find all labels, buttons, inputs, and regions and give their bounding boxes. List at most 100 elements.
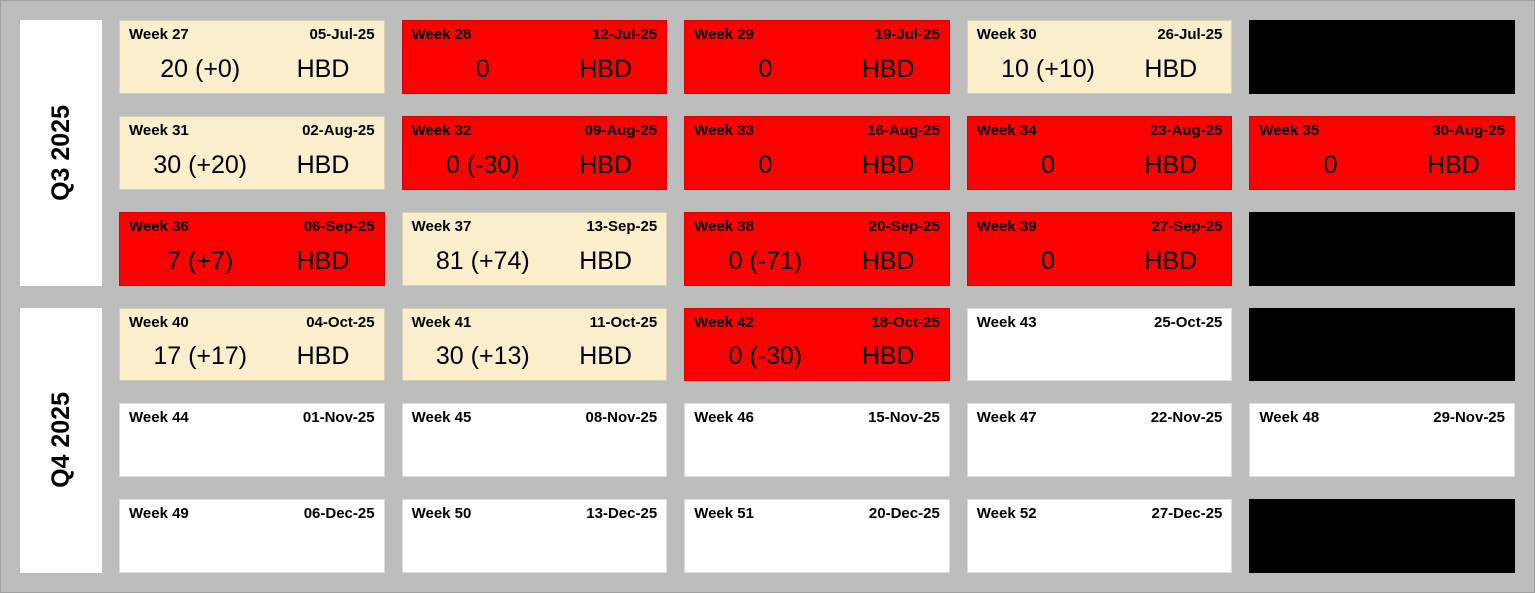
hbd-tag: HBD bbox=[1144, 54, 1198, 83]
week-date: 19-Jul-25 bbox=[874, 26, 940, 43]
week-cell[interactable]: Week 43 25-Oct-25 bbox=[966, 307, 1233, 382]
quarter-label: Q3 2025 bbox=[46, 104, 75, 201]
week-cell[interactable]: Week 51 20-Dec-25 bbox=[684, 499, 950, 573]
week-label: Week 45 bbox=[411, 409, 472, 427]
week-cell-header: Week 28 12-Jul-25 bbox=[412, 26, 658, 44]
week-date: 13-Sep-25 bbox=[586, 217, 658, 235]
hbd-tag: HBD bbox=[579, 150, 632, 179]
week-date: 22-Nov-25 bbox=[1150, 409, 1223, 427]
week-cell[interactable]: Week 49 06-Dec-25 bbox=[119, 499, 385, 573]
week-value: 0 bbox=[758, 54, 773, 83]
week-cell[interactable]: Week 30 26-Jul-25 10 (+10) HBD bbox=[966, 20, 1233, 94]
week-label: Week 47 bbox=[976, 409, 1037, 427]
week-cell[interactable]: Week 45 08-Nov-25 bbox=[401, 403, 668, 478]
week-label: Week 46 bbox=[694, 409, 754, 427]
hbd-tag: HBD bbox=[579, 342, 632, 371]
week-cell[interactable]: Week 46 15-Nov-25 bbox=[684, 403, 950, 478]
hbd-tag: HBD bbox=[861, 246, 915, 275]
week-cell-body bbox=[412, 561, 658, 564]
week-cell[interactable]: Week 37 13-Sep-25 81 (+74) HBD bbox=[401, 211, 668, 286]
hbd-tag: HBD bbox=[296, 54, 350, 83]
week-cell-header: Week 45 08-Nov-25 bbox=[412, 409, 658, 427]
week-date: 04-Oct-25 bbox=[306, 313, 375, 331]
week-cell[interactable]: Week 47 22-Nov-25 bbox=[966, 403, 1233, 478]
week-cell[interactable]: Week 32 09-Aug-25 0 (-30) HBD bbox=[401, 115, 668, 190]
week-cell-header: Week 48 29-Nov-25 bbox=[1259, 409, 1505, 427]
week-cell-header: Week 34 23-Aug-25 bbox=[977, 122, 1223, 140]
week-value: 17 (+17) bbox=[153, 342, 248, 371]
week-label: Week 34 bbox=[976, 121, 1037, 139]
week-label: Week 48 bbox=[1259, 409, 1320, 427]
blackout-cell bbox=[1249, 499, 1515, 573]
week-label: Week 31 bbox=[129, 121, 189, 139]
week-cell[interactable]: Week 39 27-Sep-25 0 HBD bbox=[966, 211, 1233, 286]
week-value: 0 (-30) bbox=[728, 342, 803, 371]
week-value: 0 (-71) bbox=[728, 246, 803, 275]
week-cell-body: 0 (-71) HBD bbox=[694, 246, 940, 277]
hbd-tag: HBD bbox=[296, 150, 350, 179]
week-cell-header: Week 47 22-Nov-25 bbox=[977, 409, 1223, 427]
week-cell-header: Week 36 06-Sep-25 bbox=[129, 218, 375, 236]
week-cell[interactable]: Week 28 12-Jul-25 0 HBD bbox=[401, 20, 668, 94]
week-cell[interactable]: Week 36 06-Sep-25 7 (+7) HBD bbox=[119, 211, 385, 286]
week-cell-header: Week 33 16-Aug-25 bbox=[694, 122, 940, 140]
week-cell-body bbox=[129, 465, 375, 468]
week-value: 30 (+20) bbox=[153, 150, 248, 179]
week-date: 12-Jul-25 bbox=[592, 26, 658, 43]
week-date: 01-Nov-25 bbox=[302, 409, 375, 427]
week-cell-header: Week 52 27-Dec-25 bbox=[977, 505, 1223, 523]
week-cell-body: 0 (-30) HBD bbox=[694, 344, 940, 372]
hbd-tag: HBD bbox=[296, 342, 350, 371]
week-date: 18-Oct-25 bbox=[871, 313, 940, 331]
week-cell[interactable]: Week 29 19-Jul-25 0 HBD bbox=[684, 20, 950, 94]
week-cell[interactable]: Week 31 02-Aug-25 30 (+20) HBD bbox=[119, 115, 385, 190]
week-cell-body: 30 (+20) HBD bbox=[129, 150, 375, 181]
week-label: Week 52 bbox=[976, 505, 1037, 523]
week-cell-body: 81 (+74) HBD bbox=[412, 246, 658, 277]
week-cell-body bbox=[977, 561, 1223, 564]
week-date: 05-Jul-25 bbox=[309, 26, 375, 43]
week-label: Week 50 bbox=[411, 505, 472, 523]
hbd-tag: HBD bbox=[1144, 150, 1198, 179]
week-label: Week 36 bbox=[129, 217, 189, 235]
week-cell-header: Week 50 13-Dec-25 bbox=[412, 505, 658, 523]
week-cell[interactable]: Week 27 05-Jul-25 20 (+0) HBD bbox=[119, 20, 385, 94]
week-date: 02-Aug-25 bbox=[302, 121, 375, 139]
week-date: 08-Nov-25 bbox=[585, 409, 658, 427]
week-label: Week 30 bbox=[976, 26, 1037, 43]
hbd-tag: HBD bbox=[1427, 150, 1480, 179]
week-cell[interactable]: Week 34 23-Aug-25 0 HBD bbox=[966, 115, 1233, 190]
week-cell[interactable]: Week 48 29-Nov-25 bbox=[1249, 403, 1515, 478]
hbd-tag: HBD bbox=[579, 246, 632, 275]
week-cell-header: Week 49 06-Dec-25 bbox=[129, 505, 375, 523]
week-label: Week 44 bbox=[129, 409, 189, 427]
week-value: 7 (+7) bbox=[167, 246, 234, 275]
week-label: Week 40 bbox=[129, 313, 189, 331]
week-cell-header: Week 46 15-Nov-25 bbox=[694, 409, 940, 427]
week-date: 20-Sep-25 bbox=[868, 217, 940, 235]
week-cell[interactable]: Week 41 11-Oct-25 30 (+13) HBD bbox=[401, 307, 668, 382]
week-cell-body: 0 HBD bbox=[412, 56, 658, 85]
week-value: 81 (+74) bbox=[435, 246, 530, 275]
week-date: 16-Aug-25 bbox=[867, 121, 940, 139]
week-label: Week 33 bbox=[694, 121, 754, 139]
week-cell-header: Week 30 26-Jul-25 bbox=[977, 26, 1223, 44]
hbd-tag: HBD bbox=[861, 150, 915, 179]
quarter-cell-q3[interactable]: Q3 2025 bbox=[20, 20, 102, 286]
week-cell[interactable]: Week 38 20-Sep-25 0 (-71) HBD bbox=[684, 211, 950, 286]
week-date: 09-Aug-25 bbox=[584, 121, 658, 139]
week-label: Week 35 bbox=[1259, 121, 1320, 139]
week-label: Week 49 bbox=[129, 505, 189, 523]
week-cell[interactable]: Week 33 16-Aug-25 0 HBD bbox=[684, 115, 950, 190]
week-label: Week 32 bbox=[411, 121, 472, 139]
week-cell[interactable]: Week 42 18-Oct-25 0 (-30) HBD bbox=[684, 307, 950, 382]
week-cell-body: 0 HBD bbox=[694, 54, 940, 85]
week-cell-header: Week 42 18-Oct-25 bbox=[694, 314, 940, 332]
quarter-cell-q4[interactable]: Q4 2025 bbox=[20, 307, 102, 573]
week-cell[interactable]: Week 50 13-Dec-25 bbox=[401, 499, 668, 573]
week-cell[interactable]: Week 35 30-Aug-25 0 HBD bbox=[1249, 115, 1515, 190]
week-cell[interactable]: Week 52 27-Dec-25 bbox=[966, 499, 1233, 573]
week-cell[interactable]: Week 40 04-Oct-25 17 (+17) HBD bbox=[119, 307, 385, 382]
week-cell[interactable]: Week 44 01-Nov-25 bbox=[119, 403, 385, 478]
